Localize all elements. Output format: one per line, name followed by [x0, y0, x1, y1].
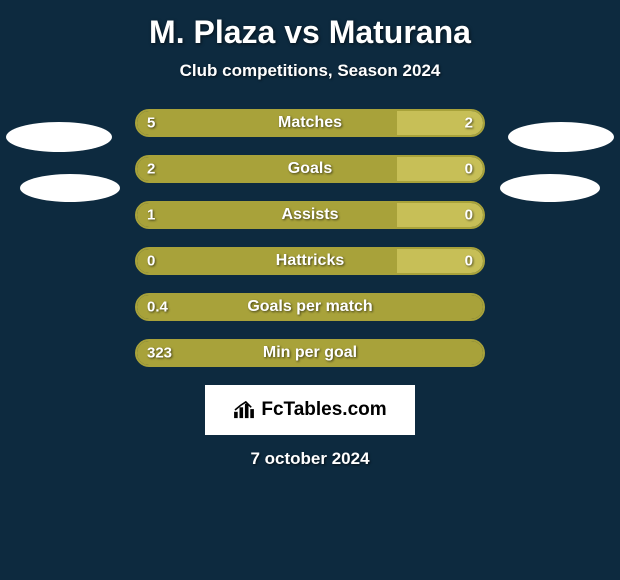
stat-value-right: 0 [465, 207, 473, 224]
stat-label: Hattricks [276, 252, 344, 270]
stat-value-left: 1 [147, 207, 155, 224]
avatar-player-right-2 [500, 174, 600, 202]
stat-bar-row: 1 Assists 0 [135, 201, 485, 229]
stat-bar-row: 323 Min per goal [135, 339, 485, 367]
stat-bar-row: 2 Goals 0 [135, 155, 485, 183]
stat-label: Goals [288, 160, 332, 178]
stat-value-right: 0 [465, 161, 473, 178]
stat-label: Matches [278, 114, 342, 132]
stat-value-left: 0.4 [147, 299, 168, 316]
stat-bar-chart: 5 Matches 2 2 Goals 0 1 Assists 0 0 Hattricks 0 0.4 G… [135, 109, 485, 367]
avatar-player-right-1 [508, 122, 614, 152]
brand-text: FcTables.com [261, 399, 386, 421]
avatar-player-left-1 [6, 122, 112, 152]
stat-bar-fill-left [137, 111, 397, 135]
stat-value-left: 323 [147, 345, 172, 362]
page-date: 7 october 2024 [0, 449, 620, 469]
stat-bar-row: 0.4 Goals per match [135, 293, 485, 321]
stat-label: Min per goal [263, 344, 357, 362]
stat-value-left: 5 [147, 115, 155, 132]
page-title: M. Plaza vs Maturana [0, 0, 620, 51]
avatar-player-left-2 [20, 174, 120, 202]
stat-bar-row: 5 Matches 2 [135, 109, 485, 137]
stat-value-left: 2 [147, 161, 155, 178]
page-subtitle: Club competitions, Season 2024 [0, 61, 620, 81]
bar-chart-icon [233, 401, 255, 419]
stat-value-left: 0 [147, 253, 155, 270]
stat-label: Assists [282, 206, 339, 224]
stat-label: Goals per match [247, 298, 372, 316]
stat-value-right: 0 [465, 253, 473, 270]
stat-bar-fill-left [137, 157, 397, 181]
stat-bar-fill-left [137, 203, 397, 227]
brand-badge: FcTables.com [205, 385, 415, 435]
stat-bar-row: 0 Hattricks 0 [135, 247, 485, 275]
stat-bar-fill-left [137, 249, 397, 273]
stat-value-right: 2 [465, 115, 473, 132]
